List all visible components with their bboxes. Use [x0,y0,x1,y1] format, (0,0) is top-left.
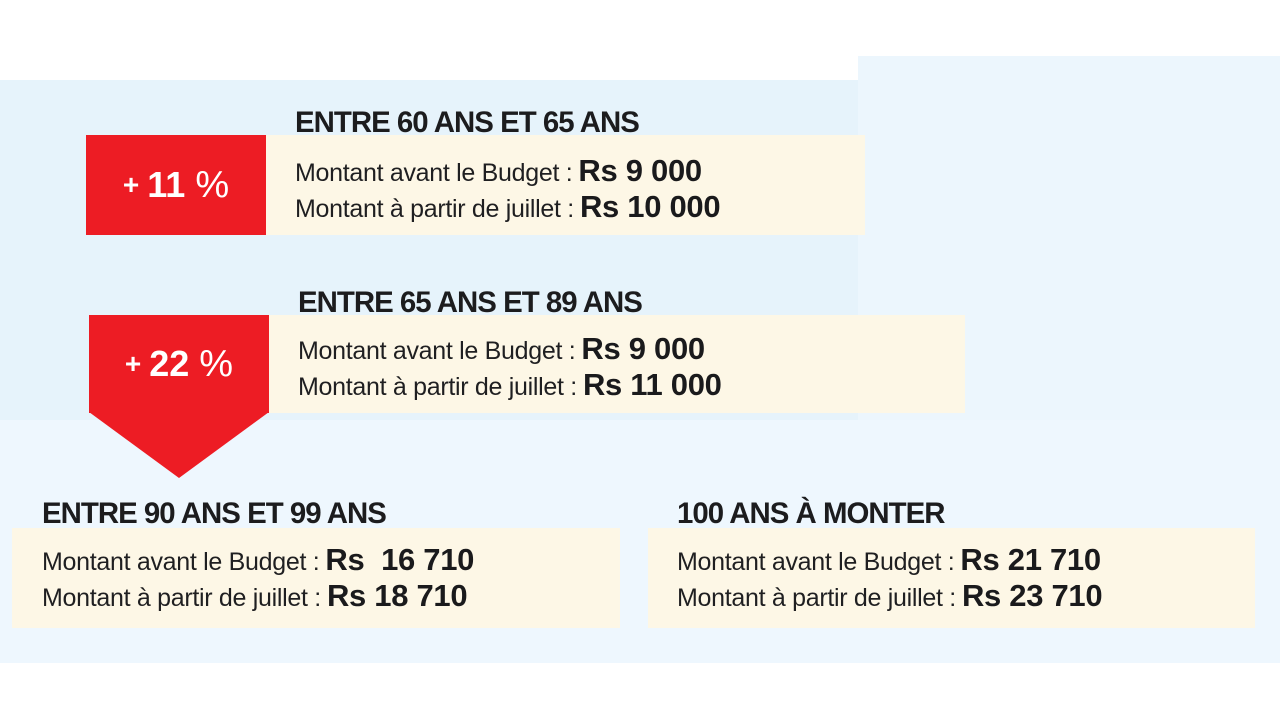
info-card: Montant avant le Budget : Rs 16 710 Mont… [12,528,620,628]
amount-before-value: Rs 9 000 [581,331,705,366]
amount-after-label: Montant à partir de juillet : [298,373,577,401]
amount-before-value: Rs 21 710 [960,542,1101,577]
increase-badge: + 11 % [86,135,266,235]
badge-number: 22 [149,343,190,384]
amount-after-value: Rs 18 710 [326,578,468,613]
group-heading: ENTRE 90 ANS ET 99 ANS [42,497,387,530]
amount-before-label: Montant avant le Budget : [298,337,576,365]
group-heading: ENTRE 65 ANS ET 89 ANS [298,286,643,319]
arrow-down-icon [89,412,269,478]
amount-after-row: Montant à partir de juillet : Rs 11 000 [298,367,722,403]
amount-after-label: Montant à partir de juillet : [295,195,574,223]
amount-after-value: Rs 11 000 [582,367,722,402]
amount-after-label: Montant à partir de juillet : [677,584,956,612]
badge-sign: + [124,348,142,379]
amount-before-label: Montant avant le Budget : [295,159,573,187]
amount-before-label: Montant avant le Budget : [42,548,320,576]
amount-before-value: Rs 16 710 [325,542,475,577]
group-heading: 100 ANS À MONTER [677,497,945,530]
amount-before-value: Rs 9 000 [578,153,702,188]
badge-sign: + [122,169,140,200]
info-card: Montant avant le Budget : Rs 9 000 Monta… [268,315,965,413]
amount-before-row: Montant avant le Budget : Rs 16 710 [42,542,474,578]
amount-before-label: Montant avant le Budget : [677,548,955,576]
amount-after-value: Rs 23 710 [961,578,1103,613]
percent-icon: % [195,163,230,206]
amount-after-row: Montant à partir de juillet : Rs 10 000 [295,189,721,225]
amount-before-row: Montant avant le Budget : Rs 21 710 [677,542,1101,578]
amount-after-label: Montant à partir de juillet : [42,584,321,612]
increase-badge: + 22 % [89,315,269,413]
amount-before-row: Montant avant le Budget : Rs 9 000 [298,331,705,367]
amount-after-value: Rs 10 000 [579,189,721,224]
info-card: Montant avant le Budget : Rs 21 710 Mont… [648,528,1255,628]
amount-after-row: Montant à partir de juillet : Rs 18 710 [42,578,468,614]
amount-before-row: Montant avant le Budget : Rs 9 000 [295,153,702,189]
percent-icon: % [199,342,234,385]
info-card: Montant avant le Budget : Rs 9 000 Monta… [265,135,865,235]
group-heading: ENTRE 60 ANS ET 65 ANS [295,106,640,139]
amount-after-row: Montant à partir de juillet : Rs 23 710 [677,578,1103,614]
badge-number: 11 [147,164,186,205]
